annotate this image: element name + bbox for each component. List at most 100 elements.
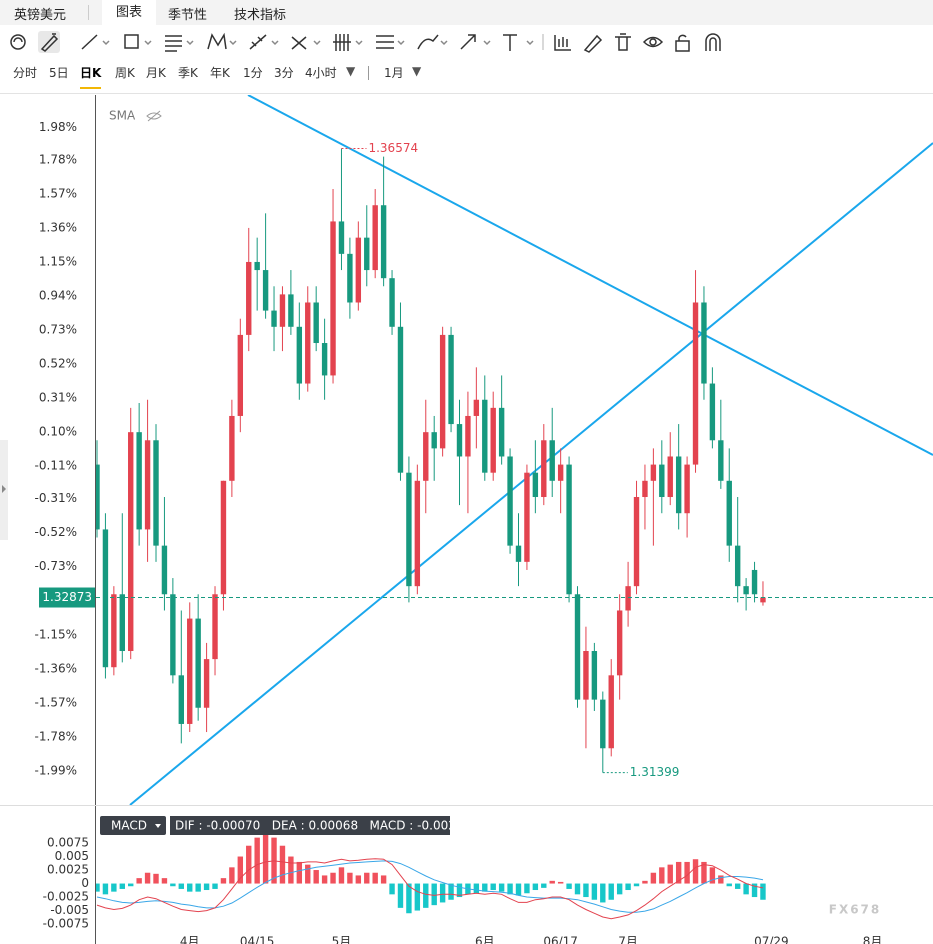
period[interactable]: 3分	[274, 66, 294, 80]
tool-icon[interactable]	[40, 33, 59, 52]
tab[interactable]: 技术指标	[234, 8, 287, 23]
period[interactable]: 季K	[178, 66, 198, 80]
macd-bar	[288, 856, 294, 884]
dif-line	[96, 858, 764, 920]
candle-body	[195, 618, 201, 708]
macd-bar	[692, 859, 699, 884]
candle-body	[187, 618, 193, 724]
tab[interactable]: 季节性	[168, 8, 208, 23]
period[interactable]: 月K	[146, 66, 166, 80]
macd-bar	[203, 883, 210, 891]
range[interactable]: 1月	[384, 66, 404, 80]
macd-bar	[726, 883, 732, 887]
candle-body	[524, 472, 530, 562]
candle-body	[507, 456, 513, 546]
tool-icon[interactable]	[675, 34, 690, 52]
trendline[interactable]	[129, 142, 933, 805]
macd-bar	[600, 883, 606, 903]
tool-icon[interactable]	[642, 36, 664, 48]
period[interactable]: 1分	[243, 66, 263, 80]
macd-bar	[473, 883, 480, 894]
period[interactable]: 日K	[80, 64, 102, 89]
candle-body	[279, 294, 286, 327]
high-label: 1.36574	[368, 141, 418, 155]
candle-body	[296, 326, 303, 384]
macd-bar	[633, 883, 640, 887]
y-tick-label: -0.52%	[35, 525, 77, 539]
x-tick-label: 7月	[618, 935, 638, 944]
tab-bar: 英镑美元 图表 季节性 技术指标	[0, 0, 933, 25]
macd-bar	[498, 883, 505, 892]
tool-icon[interactable]	[615, 33, 631, 51]
candle-body	[305, 302, 311, 384]
y-tick-label: 1.78%	[39, 152, 77, 166]
candle-body	[625, 586, 631, 611]
watermark: FX678	[829, 903, 882, 917]
tool-icon[interactable]	[291, 36, 321, 50]
candle-body	[684, 464, 690, 514]
tool-icon[interactable]	[124, 34, 152, 49]
macd-bar	[389, 883, 395, 895]
period[interactable]: 5日	[49, 66, 69, 80]
last-price-tag	[39, 587, 95, 608]
period[interactable]: 年K	[210, 66, 230, 80]
macd-bar	[616, 883, 623, 895]
period-bar: 分时 5日 日K 周K 月K 季K 年K 1分 3分 4小时 ▼ 1月 ▼	[0, 60, 933, 89]
candle-body	[490, 407, 496, 473]
trendline[interactable]	[247, 95, 933, 456]
macd-bar	[583, 883, 589, 898]
y-tick-label: 1.15%	[39, 254, 77, 268]
macd-bar	[557, 881, 564, 884]
tool-icon[interactable]	[417, 34, 448, 50]
macd-bar	[220, 878, 227, 884]
macd-bar	[254, 837, 260, 884]
macd-bar	[246, 845, 252, 884]
candle-body	[262, 270, 269, 311]
macd-bar	[380, 875, 387, 884]
macd-bar	[305, 864, 311, 884]
tool-icon[interactable]	[249, 34, 279, 50]
macd-bar	[675, 861, 682, 884]
candle-body	[161, 545, 168, 595]
x-tick-label: 8月	[863, 935, 883, 944]
macd-bar	[111, 883, 117, 892]
macd-bar	[229, 867, 235, 884]
macd-bar	[279, 845, 286, 884]
candle-body	[439, 334, 446, 449]
candle-body	[456, 424, 463, 457]
tool-icon[interactable]	[333, 34, 363, 51]
macd-bar	[397, 883, 404, 908]
tool-icon[interactable]	[81, 34, 110, 50]
dropdown-arrow[interactable]: ▼	[346, 64, 356, 78]
macd-readout-box	[170, 816, 450, 835]
tool-icon[interactable]	[207, 32, 237, 50]
macd-bar	[608, 883, 614, 900]
macd-bar	[119, 883, 125, 889]
macd-selector[interactable]	[100, 816, 166, 835]
macd-bar	[709, 867, 716, 884]
y-tick-label: -0.0025	[43, 890, 89, 904]
candle-body	[212, 594, 218, 660]
macd-bar	[718, 875, 724, 884]
divider	[88, 5, 89, 20]
period[interactable]: 周K	[115, 66, 135, 80]
macd-bar	[431, 883, 437, 906]
macd-bar	[532, 883, 539, 891]
tool-icon[interactable]	[460, 34, 491, 50]
tool-icon[interactable]	[705, 33, 721, 51]
tab[interactable]: 图表	[102, 0, 157, 25]
tool-icon[interactable]	[165, 35, 194, 52]
candle-body	[119, 594, 125, 652]
candle-body	[330, 221, 336, 376]
tool-icon[interactable]	[554, 35, 571, 51]
candle-body	[482, 399, 488, 473]
eye-off-icon[interactable]	[146, 110, 162, 122]
tool-icon[interactable]	[376, 35, 405, 49]
candle-body	[498, 407, 505, 457]
tool-icon[interactable]	[10, 34, 26, 50]
dropdown-arrow[interactable]: ▼	[412, 64, 422, 78]
period[interactable]: 分时	[13, 66, 38, 80]
tool-icon[interactable]	[503, 34, 534, 51]
tool-icon[interactable]	[583, 34, 603, 53]
period[interactable]: 4小时	[305, 66, 337, 80]
